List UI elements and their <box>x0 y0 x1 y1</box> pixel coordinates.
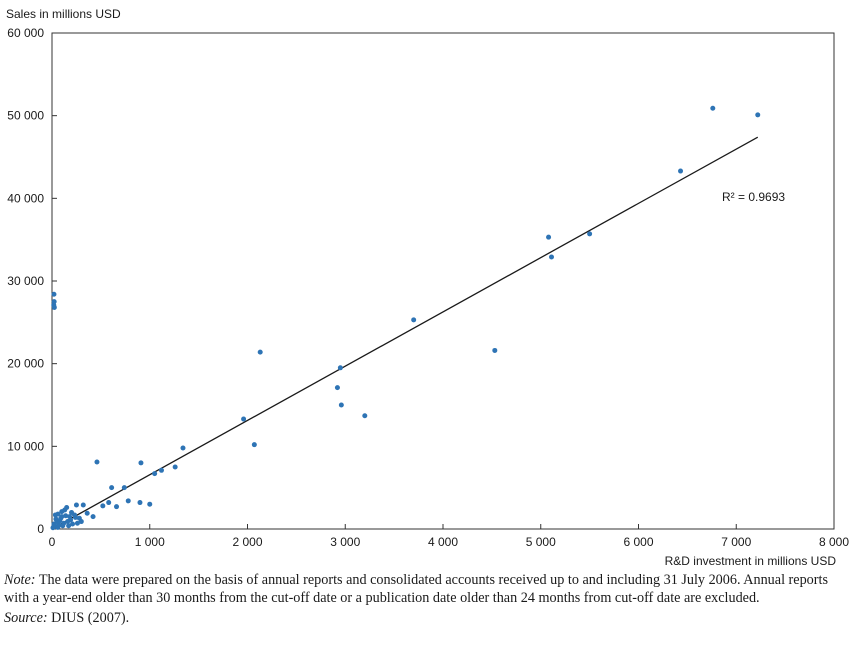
data-point <box>147 501 153 507</box>
data-point <box>59 509 65 515</box>
data-point <box>546 234 552 240</box>
data-point <box>59 514 65 520</box>
y-tick-label: 30 000 <box>7 274 44 288</box>
data-point <box>138 460 144 466</box>
data-point <box>70 521 76 527</box>
y-tick-label: 0 <box>37 522 44 536</box>
data-point <box>73 502 79 508</box>
note-paragraph: Note: The data were prepared on the basi… <box>4 571 846 607</box>
data-point <box>57 518 63 524</box>
x-tick-label: 7 000 <box>721 535 751 549</box>
r-squared-annotation: R² = 0.9693 <box>722 190 785 204</box>
data-point <box>52 512 58 518</box>
note-text: The data were prepared on the basis of a… <box>4 572 828 606</box>
data-point <box>78 519 84 525</box>
data-point <box>55 524 61 530</box>
trendline <box>51 136 759 530</box>
y-axis-title: Sales in millions USD <box>6 7 121 21</box>
data-point <box>94 459 100 465</box>
data-point <box>80 502 86 508</box>
data-point <box>257 349 263 355</box>
data-point <box>125 498 131 504</box>
data-point <box>90 514 96 520</box>
data-point <box>114 504 120 510</box>
plot-area <box>51 32 835 530</box>
data-point <box>411 317 417 323</box>
data-point <box>106 500 112 506</box>
data-point <box>710 105 716 111</box>
data-point <box>549 254 555 260</box>
x-tick-label: 6 000 <box>623 535 653 549</box>
data-point <box>60 523 66 529</box>
data-point <box>587 231 593 237</box>
data-point <box>334 385 340 391</box>
data-point <box>51 291 57 297</box>
data-point <box>109 485 115 491</box>
x-tick-label: 2 000 <box>232 535 262 549</box>
data-point <box>241 416 247 422</box>
y-tick-label: 60 000 <box>7 26 44 40</box>
y-tick-label: 20 000 <box>7 357 44 371</box>
data-point <box>51 304 57 310</box>
data-point <box>68 517 74 523</box>
y-tick-label: 50 000 <box>7 109 44 123</box>
source-line: Source: DIUS (2007). <box>4 609 846 627</box>
data-point <box>755 112 761 118</box>
data-point <box>492 347 498 353</box>
data-point <box>180 445 186 451</box>
y-tick-label: 10 000 <box>7 439 44 453</box>
data-point <box>74 520 80 526</box>
x-axis-title: R&D investment in millions USD <box>665 554 837 568</box>
data-point <box>338 402 344 408</box>
data-point <box>66 523 72 529</box>
x-tick-label: 3 000 <box>330 535 360 549</box>
data-point <box>158 467 164 473</box>
data-point <box>152 471 158 477</box>
y-tick-label: 40 000 <box>7 191 44 205</box>
source-text: DIUS (2007). <box>47 610 130 626</box>
scatter-chart: Sales in millions USD 0 10 000 20 000 30 00… <box>6 7 849 568</box>
data-point <box>121 485 127 491</box>
x-tick-label: 5 000 <box>526 535 556 549</box>
chart-notes: Note: The data were prepared on the basi… <box>4 571 846 627</box>
data-point <box>362 413 368 419</box>
data-point <box>51 521 57 527</box>
data-point <box>63 513 69 519</box>
x-tick-label: 0 <box>49 535 56 549</box>
data-point <box>137 500 143 506</box>
x-tick-label: 4 000 <box>428 535 458 549</box>
data-point <box>72 514 78 520</box>
source-label: Source: <box>4 610 48 626</box>
x-tick-label: 8 000 <box>819 535 849 549</box>
data-point <box>100 503 106 509</box>
data-point <box>251 442 257 448</box>
data-point <box>172 464 178 470</box>
data-point <box>678 168 684 174</box>
note-label: Note: <box>4 572 36 588</box>
data-point <box>337 365 343 371</box>
x-tick-label: 1 000 <box>135 535 165 549</box>
data-point <box>84 510 90 516</box>
